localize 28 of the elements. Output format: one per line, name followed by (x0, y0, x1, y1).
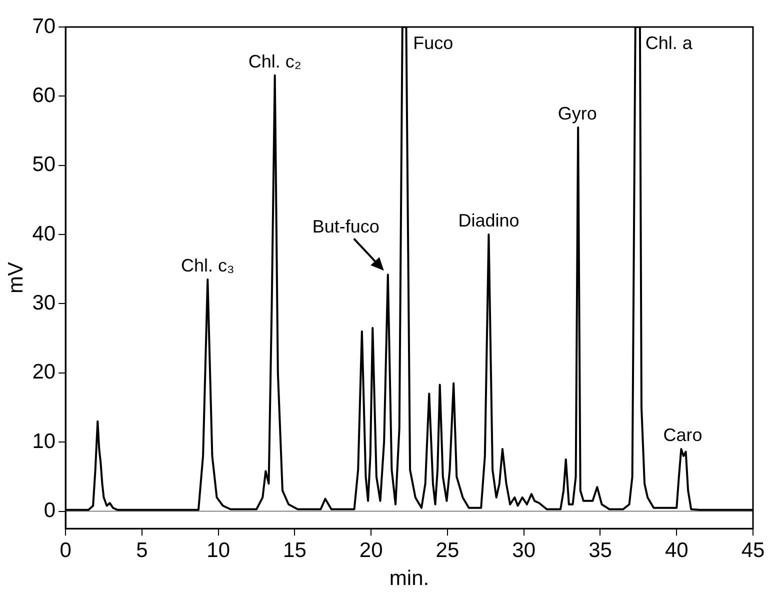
y-tick-label: 50 (32, 153, 56, 176)
x-tick-label: 35 (588, 538, 612, 562)
y-axis-title: mV (4, 262, 28, 294)
annotation: Gyro (558, 103, 597, 124)
x-tick-label: 25 (436, 538, 460, 562)
x-tick-label: 15 (283, 538, 306, 562)
y-tick-label: 70 (32, 14, 56, 38)
y-tick-label: 40 (32, 222, 56, 246)
annotation: Chl. c₂ (248, 51, 302, 72)
y-tick-label: 60 (32, 84, 56, 107)
x-tick-label: 20 (359, 538, 383, 562)
annotation: Chl. c₃ (180, 256, 234, 276)
x-tick-label: 10 (206, 538, 230, 562)
x-tick-label: 30 (512, 538, 536, 562)
annotation: Fuco (413, 32, 454, 53)
y-tick-label: 20 (32, 360, 56, 384)
annotation: Chl. a (645, 32, 694, 53)
y-tick-label: 10 (32, 430, 56, 453)
x-tick-label: 0 (60, 538, 72, 562)
x-tick-label: 45 (741, 538, 765, 562)
y-tick-label: 30 (32, 292, 56, 315)
annotation: Caro (663, 425, 702, 446)
x-tick-label: 5 (136, 538, 148, 562)
x-axis-title: min. (389, 567, 430, 590)
y-tick-label: 0 (44, 499, 56, 522)
annotation: Diadino (458, 210, 520, 231)
annotation: But-fuco (312, 216, 380, 237)
x-tick-label: 40 (664, 538, 688, 562)
